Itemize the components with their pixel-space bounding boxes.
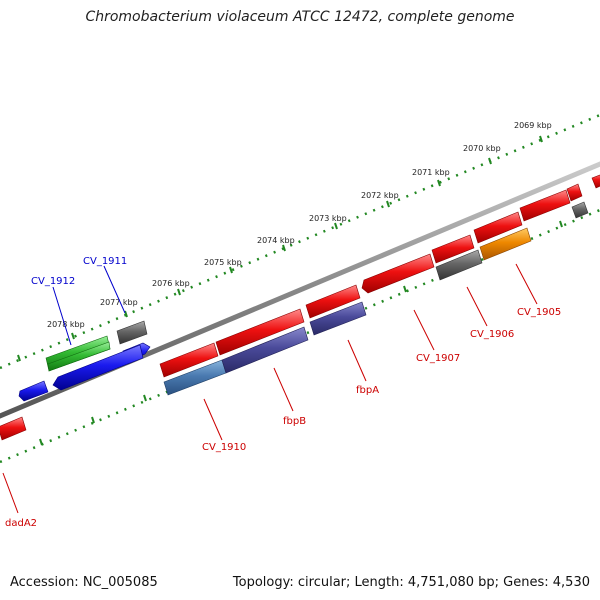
scale-label-2069: 2069 kbp [514, 121, 552, 130]
gene-feature-blue-left[interactable] [18, 380, 49, 402]
gene-track-forward [0, 173, 600, 441]
gene-feature-red-e[interactable] [431, 234, 475, 264]
gene-label-fbpb[interactable]: fbpB [283, 416, 306, 427]
leader-cv1905 [515, 263, 538, 305]
scale-tick [229, 266, 233, 274]
scale-label-2072: 2072 kbp [361, 191, 399, 200]
gene-label-cv1912[interactable]: CV_1912 [31, 276, 75, 287]
gene-feature-purple-b[interactable] [309, 301, 367, 336]
leader-fbpb [273, 367, 294, 412]
leader-cv1910 [203, 398, 223, 441]
gene-feature-blue-long[interactable] [52, 344, 144, 391]
scale-tick [91, 416, 95, 424]
scale-tick [334, 222, 338, 230]
scale-labels: 2069 kbp 2070 kbp 2071 kbp 2072 kbp 2073… [47, 121, 552, 329]
gene-feature-gray-b[interactable] [435, 249, 483, 281]
gene-feature-orange[interactable] [479, 227, 532, 261]
scale-tick [386, 200, 390, 208]
gene-label-fbpa[interactable]: fbpA [356, 385, 379, 396]
scale-tick [282, 244, 286, 252]
scale-label-2070: 2070 kbp [463, 144, 501, 153]
gene-track-reverse [163, 201, 589, 396]
gene-label-cv1911[interactable]: CV_1911 [83, 256, 127, 267]
scale-label-2075: 2075 kbp [204, 258, 242, 267]
leader-fbpa [347, 339, 367, 382]
gene-labels: CV_1912 CV_1911 CV_1910 fbpB fbpA CV_190… [5, 256, 561, 529]
scale-label-2071: 2071 kbp [412, 168, 450, 177]
ruler-outer-dots [0, 113, 600, 370]
scale-label-2073: 2073 kbp [309, 214, 347, 223]
scale-tick [539, 135, 543, 143]
gene-label-dada2[interactable]: dadA2 [5, 518, 37, 529]
leader-cv1906 [466, 286, 488, 327]
scale-tick [403, 285, 407, 293]
scale-ticks [17, 135, 563, 446]
gene-label-cv1905[interactable]: CV_1905 [517, 307, 561, 318]
gene-feature-red-c[interactable] [305, 284, 361, 319]
accession-text: Accession: NC_005085 [10, 575, 158, 590]
scale-label-2077: 2077 kbp [100, 298, 138, 307]
leader-cv1911 [103, 265, 126, 314]
label-leaders [2, 263, 538, 514]
gene-feature-gray-c[interactable] [571, 201, 589, 219]
gene-label-cv1907[interactable]: CV_1907 [416, 353, 460, 364]
scale-tick [17, 354, 21, 362]
scale-tick [71, 332, 75, 340]
scale-label-2074: 2074 kbp [257, 236, 295, 245]
scale-tick [559, 220, 563, 228]
gene-feature-gray[interactable] [116, 320, 148, 345]
genome-backbone [0, 161, 600, 419]
leader-dada2 [2, 472, 19, 514]
gene-feature-red-left-edge[interactable] [0, 416, 27, 441]
scale-tick [488, 157, 492, 165]
scale-ruler-outer [0, 113, 600, 370]
gene-label-cv1910[interactable]: CV_1910 [202, 442, 246, 453]
genome-stats: Topology: circular; Length: 4,751,080 bp… [232, 575, 590, 590]
gene-feature-red-h[interactable] [566, 183, 583, 202]
scale-label-2078: 2078 kbp [47, 320, 85, 329]
gene-feature-red-edge[interactable] [591, 173, 600, 189]
gene-feature-red-f[interactable] [473, 211, 523, 244]
scale-label-2076: 2076 kbp [152, 279, 190, 288]
leader-cv1912 [52, 286, 72, 346]
scale-tick [177, 288, 181, 296]
map-title: Chromobacterium violaceum ATCC 12472, co… [85, 9, 515, 25]
gene-feature-green-lower[interactable] [47, 341, 111, 372]
gene-feature-red-a[interactable] [159, 342, 219, 378]
scale-tick [143, 394, 147, 402]
gene-label-cv1906[interactable]: CV_1906 [470, 329, 514, 340]
scale-tick [124, 310, 128, 318]
scale-tick [437, 179, 441, 187]
leader-cv1907 [413, 309, 435, 351]
gene-feature-red-b[interactable] [215, 308, 305, 356]
gene-feature-red-d[interactable] [361, 253, 435, 294]
gene-feature-red-g[interactable] [519, 189, 571, 222]
scale-tick [39, 438, 43, 446]
gene-feature-purple-a[interactable] [221, 326, 309, 374]
